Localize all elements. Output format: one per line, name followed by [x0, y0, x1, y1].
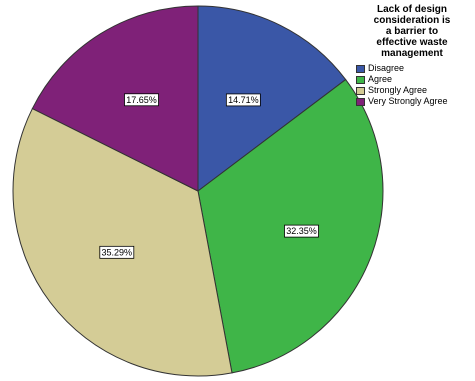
pie-slice-disagree	[197, 5, 347, 193]
slice-percent-text: 35.29%	[102, 247, 133, 257]
legend-item-disagree: Disagree	[356, 63, 474, 74]
legend-swatch	[356, 75, 365, 84]
slice-label-box	[284, 224, 319, 238]
legend-label: Agree	[368, 74, 393, 84]
legend-title: Lack of design consideration is a barrie…	[356, 4, 468, 59]
legend-swatch	[356, 97, 365, 106]
legend-title-line: consideration is	[373, 15, 451, 26]
legend-title-line: management	[381, 48, 443, 59]
slice-label-box	[225, 93, 261, 107]
legend-swatch	[356, 86, 365, 95]
legend-item-agree: Agree	[356, 74, 474, 85]
slice-label-box	[99, 245, 135, 259]
pie-slice-strongly-agree	[12, 107, 233, 377]
pie-slice-very-strongly-agree	[31, 5, 199, 192]
legend-label: Disagree	[368, 63, 405, 73]
slice-data-label: 14.71%	[225, 93, 261, 107]
slice-percent-text: 14.71%	[228, 95, 259, 105]
legend-item-very-strongly-agree: Very Strongly Agree	[356, 96, 474, 107]
legend-title-line: Lack of design	[376, 4, 447, 15]
slice-label-box	[124, 93, 159, 107]
slice-percent-text: 17.65%	[126, 95, 157, 105]
legend-title-line: a barrier to	[385, 26, 439, 37]
slice-percent-text: 32.35%	[286, 226, 317, 236]
legend-label: Strongly Agree	[368, 85, 428, 95]
legend-title-line: effective waste	[376, 37, 448, 48]
legend-label: Very Strongly Agree	[368, 96, 448, 106]
slice-data-label: 17.65%	[124, 93, 159, 107]
slice-data-label: 35.29%	[99, 245, 135, 259]
legend: Lack of design consideration is a barrie…	[356, 4, 474, 107]
legend-item-strongly-agree: Strongly Agree	[356, 85, 474, 96]
slice-data-label: 32.35%	[284, 224, 319, 238]
legend-swatch	[356, 64, 365, 73]
